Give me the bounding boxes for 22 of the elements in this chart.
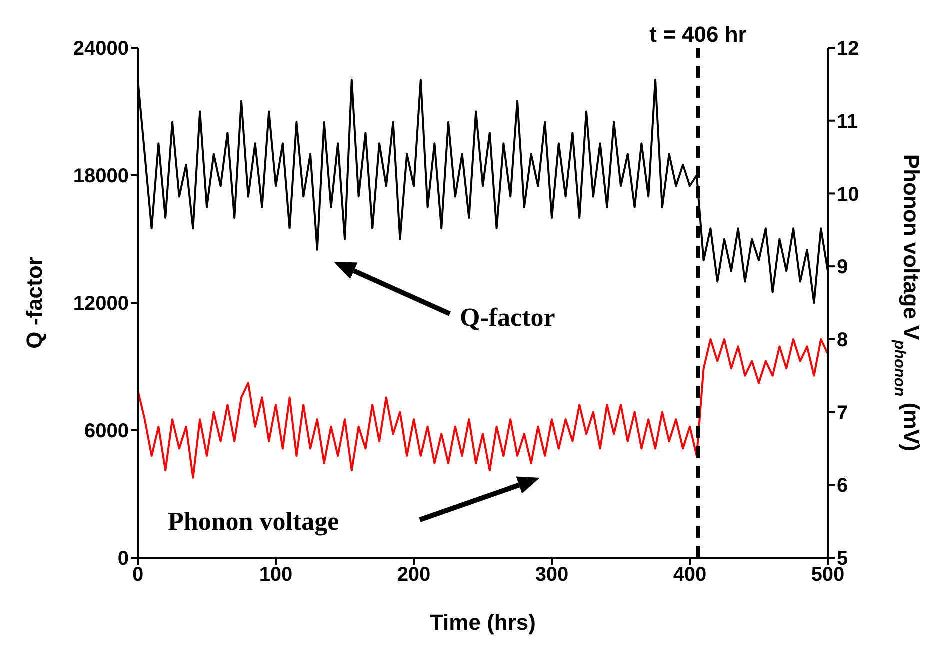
y2-tick-label: 11: [837, 110, 858, 133]
y2-tick-label: 12: [837, 38, 860, 60]
y-tick-label: 24000: [73, 38, 129, 60]
y-tick-label: 0: [118, 548, 129, 570]
y2-tick-label: 8: [837, 330, 848, 352]
y2-tick-label: 10: [837, 184, 860, 206]
x-tick-label: 100: [259, 564, 293, 586]
y2-tick-label: 9: [837, 256, 848, 279]
x-tick-label: 400: [673, 564, 707, 586]
y-tick-label: 6000: [84, 420, 129, 443]
ref-line-label: t = 406 hr: [650, 22, 748, 47]
x-tick-label: 200: [397, 564, 431, 586]
y2-tick-label: 7: [837, 402, 848, 424]
text: Q-factor: [460, 303, 556, 332]
y-axis-title: Q -factor: [22, 256, 47, 349]
x-tick-label: 300: [535, 564, 569, 586]
y-tick-label: 12000: [73, 293, 129, 316]
x-tick-label: 0: [132, 564, 144, 586]
y2-tick-label: 6: [837, 475, 848, 498]
x-axis-title: Time (hrs): [430, 610, 536, 635]
y-tick-label: 18000: [73, 166, 129, 188]
series-label: Phonon voltage: [168, 507, 340, 536]
